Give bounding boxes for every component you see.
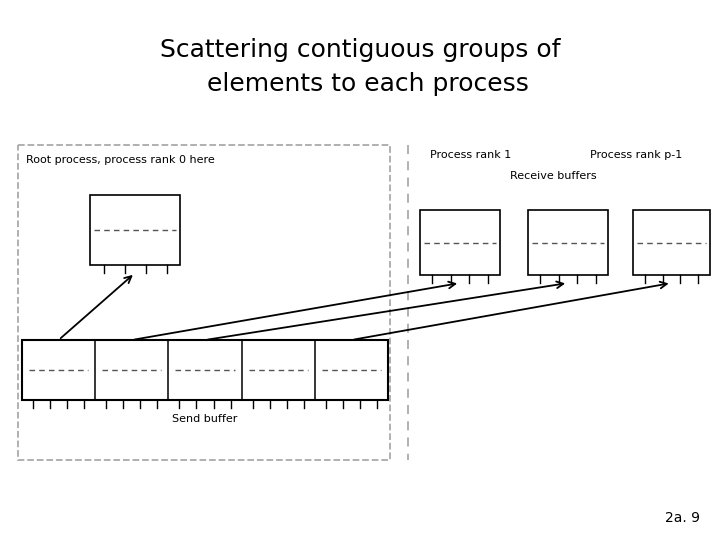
Text: Scattering contiguous groups of: Scattering contiguous groups of (160, 38, 560, 62)
Bar (420, 210, 500, 275)
Text: Receive buffers: Receive buffers (510, 171, 597, 181)
Bar (18, 145, 390, 460)
Text: Process rank p-1: Process rank p-1 (590, 150, 683, 160)
Bar (633, 210, 710, 275)
Text: Process rank 1: Process rank 1 (430, 150, 511, 160)
Bar (22, 340, 388, 400)
Text: Root process, process rank 0 here: Root process, process rank 0 here (26, 155, 215, 165)
Bar (90, 195, 180, 265)
Text: elements to each process: elements to each process (191, 72, 529, 96)
Bar (528, 210, 608, 275)
Text: Send buffer: Send buffer (172, 414, 238, 424)
Text: 2a. 9: 2a. 9 (665, 511, 700, 525)
